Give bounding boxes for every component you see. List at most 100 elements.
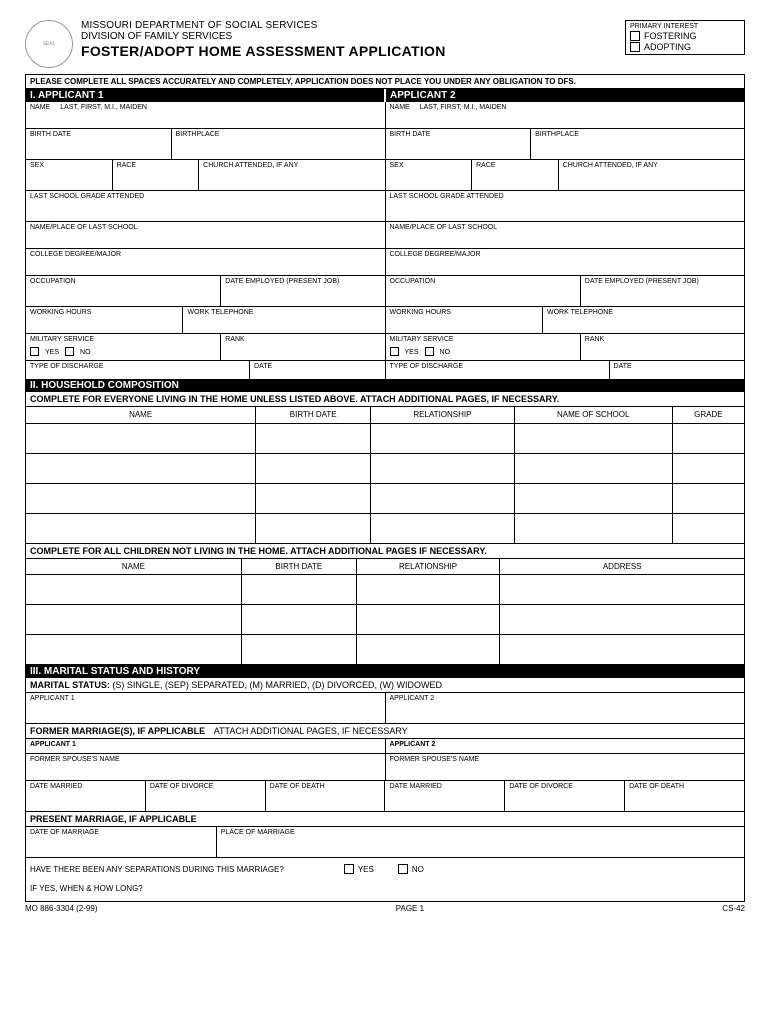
- date-marriage[interactable]: DATE OF MARRIAGE: [26, 827, 217, 857]
- lastgrade-label-2[interactable]: LAST SCHOOL GRADE ATTENDED: [386, 191, 745, 221]
- table-cell[interactable]: [256, 513, 371, 543]
- military-yes-checkbox[interactable]: [30, 347, 39, 356]
- table-cell[interactable]: [672, 423, 744, 453]
- form-code: CS-42: [722, 904, 745, 913]
- military-yes-checkbox-2[interactable]: [390, 347, 399, 356]
- marital-status-label: MARITAL STATUS:: [30, 680, 110, 690]
- date-divorce-2[interactable]: DATE OF DIVORCE: [505, 781, 625, 811]
- primary-interest-box: PRIMARY INTEREST FOSTERING ADOPTING: [625, 20, 745, 55]
- lastschool-label[interactable]: NAME/PLACE OF LAST SCHOOL: [26, 222, 385, 248]
- birthplace-label-2[interactable]: BIRTHPLACE: [531, 129, 744, 159]
- table-cell[interactable]: [256, 453, 371, 483]
- table-cell[interactable]: [356, 605, 500, 635]
- table-cell[interactable]: [26, 483, 256, 513]
- table-cell[interactable]: [500, 605, 744, 635]
- table-cell[interactable]: [514, 423, 672, 453]
- lastschool-label-2[interactable]: NAME/PLACE OF LAST SCHOOL: [386, 222, 745, 248]
- sex-label[interactable]: SEX: [26, 160, 113, 190]
- table-cell[interactable]: [256, 423, 371, 453]
- table-cell[interactable]: [356, 575, 500, 605]
- sep-no-checkbox[interactable]: [398, 864, 408, 874]
- table-cell[interactable]: [356, 635, 500, 665]
- date-death-1[interactable]: DATE OF DEATH: [266, 781, 386, 811]
- former-spouse-1[interactable]: FORMER SPOUSE'S NAME: [26, 754, 386, 780]
- sep-yes-label: YES: [358, 865, 374, 874]
- sex-label-2[interactable]: SEX: [386, 160, 473, 190]
- table-cell[interactable]: [241, 635, 356, 665]
- former-spouse-2[interactable]: FORMER SPOUSE'S NAME: [386, 754, 745, 780]
- form-header: SEAL MISSOURI DEPARTMENT OF SOCIAL SERVI…: [25, 20, 745, 68]
- discharge-date-label[interactable]: DATE: [250, 361, 384, 379]
- rank-label[interactable]: RANK: [221, 334, 384, 360]
- table-cell[interactable]: [26, 513, 256, 543]
- rank-label-2[interactable]: RANK: [581, 334, 744, 360]
- table-cell[interactable]: [672, 513, 744, 543]
- when-how-long[interactable]: IF YES, WHEN & HOW LONG?: [26, 880, 744, 901]
- degree-label-2[interactable]: COLLEGE DEGREE/MAJOR: [386, 249, 745, 275]
- date-married-2[interactable]: DATE MARRIED: [385, 781, 505, 811]
- table-cell[interactable]: [26, 423, 256, 453]
- marital-app2[interactable]: APPLICANT 2: [386, 693, 745, 723]
- race-label-2[interactable]: RACE: [472, 160, 559, 190]
- former-marriage-header: FORMER MARRIAGE(S), IF APPLICABLE ATTACH…: [26, 724, 744, 739]
- birthdate-label[interactable]: BIRTH DATE: [26, 129, 172, 159]
- race-label[interactable]: RACE: [113, 160, 200, 190]
- section-2-header: II. HOUSEHOLD COMPOSITION: [26, 379, 744, 392]
- table-cell[interactable]: [514, 483, 672, 513]
- applicant-1-header: I. APPLICANT 1: [26, 89, 386, 102]
- table-cell[interactable]: [371, 453, 515, 483]
- table-cell[interactable]: [241, 605, 356, 635]
- table-cell[interactable]: [26, 453, 256, 483]
- discharge-label-2[interactable]: TYPE OF DISCHARGE: [386, 361, 610, 379]
- military-no-checkbox-2[interactable]: [425, 347, 434, 356]
- hours-label-2[interactable]: WORKING HOURS: [386, 307, 543, 333]
- discharge-label[interactable]: TYPE OF DISCHARGE: [26, 361, 250, 379]
- degree-label[interactable]: COLLEGE DEGREE/MAJOR: [26, 249, 385, 275]
- date-married-1[interactable]: DATE MARRIED: [26, 781, 146, 811]
- worktel-label-2[interactable]: WORK TELEPHONE: [543, 307, 744, 333]
- table-cell[interactable]: [256, 483, 371, 513]
- hours-label[interactable]: WORKING HOURS: [26, 307, 183, 333]
- employed-label[interactable]: DATE EMPLOYED (PRESENT JOB): [221, 276, 384, 306]
- table-cell[interactable]: [500, 575, 744, 605]
- date-death-2[interactable]: DATE OF DEATH: [625, 781, 744, 811]
- worktel-label[interactable]: WORK TELEPHONE: [183, 307, 384, 333]
- table-cell[interactable]: [371, 513, 515, 543]
- military-no-checkbox[interactable]: [65, 347, 74, 356]
- page-footer: MO 886-3304 (2-99) PAGE 1 CS-42: [25, 902, 745, 913]
- employed-label-2[interactable]: DATE EMPLOYED (PRESENT JOB): [581, 276, 744, 306]
- former-app2-header: APPLICANT 2: [386, 739, 745, 753]
- sep-yes-checkbox[interactable]: [344, 864, 354, 874]
- place-marriage[interactable]: PLACE OF MARRIAGE: [217, 827, 744, 857]
- form-number: MO 886-3304 (2-99): [25, 904, 97, 913]
- occupation-label-2[interactable]: OCCUPATION: [386, 276, 581, 306]
- table-cell[interactable]: [514, 513, 672, 543]
- no-label-2: NO: [440, 349, 451, 356]
- division-name: DIVISION OF FAMILY SERVICES: [81, 31, 617, 42]
- table-cell[interactable]: [371, 483, 515, 513]
- marital-app1[interactable]: APPLICANT 1: [26, 693, 386, 723]
- table-cell[interactable]: [26, 635, 241, 665]
- discharge-date-label-2[interactable]: DATE: [610, 361, 744, 379]
- table-cell[interactable]: [241, 575, 356, 605]
- separation-question-row: HAVE THERE BEEN ANY SEPARATIONS DURING T…: [26, 857, 744, 880]
- col-grade: GRADE: [672, 407, 744, 423]
- table-cell[interactable]: [26, 575, 241, 605]
- name-hint: LAST, FIRST, M.I., MAIDEN: [60, 104, 147, 111]
- table-cell[interactable]: [371, 423, 515, 453]
- table-cell[interactable]: [500, 635, 744, 665]
- table-cell[interactable]: [672, 453, 744, 483]
- occupation-label[interactable]: OCCUPATION: [26, 276, 221, 306]
- church-label[interactable]: CHURCH ATTENDED, IF ANY: [199, 160, 384, 190]
- adopting-checkbox[interactable]: [630, 42, 640, 52]
- table-cell[interactable]: [514, 453, 672, 483]
- col2-name: NAME: [26, 559, 241, 575]
- birthdate-label-2[interactable]: BIRTH DATE: [386, 129, 532, 159]
- church-label-2[interactable]: CHURCH ATTENDED, IF ANY: [559, 160, 744, 190]
- table-cell[interactable]: [672, 483, 744, 513]
- lastgrade-label[interactable]: LAST SCHOOL GRADE ATTENDED: [26, 191, 385, 221]
- birthplace-label[interactable]: BIRTHPLACE: [172, 129, 385, 159]
- table-cell[interactable]: [26, 605, 241, 635]
- date-divorce-1[interactable]: DATE OF DIVORCE: [146, 781, 266, 811]
- fostering-checkbox[interactable]: [630, 31, 640, 41]
